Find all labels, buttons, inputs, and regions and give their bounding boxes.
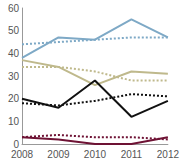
svg-text:2012: 2012 xyxy=(157,149,180,160)
svg-text:2010: 2010 xyxy=(84,149,107,160)
svg-text:0: 0 xyxy=(13,138,19,150)
svg-text:2011: 2011 xyxy=(121,149,143,160)
svg-text:2009: 2009 xyxy=(47,149,70,160)
svg-text:2008: 2008 xyxy=(11,149,34,160)
svg-text:50: 50 xyxy=(8,25,20,36)
svg-text:60: 60 xyxy=(8,3,20,14)
svg-text:30: 30 xyxy=(8,71,20,82)
svg-text:10: 10 xyxy=(8,116,20,127)
svg-text:20: 20 xyxy=(8,93,20,104)
svg-text:40: 40 xyxy=(8,48,20,59)
